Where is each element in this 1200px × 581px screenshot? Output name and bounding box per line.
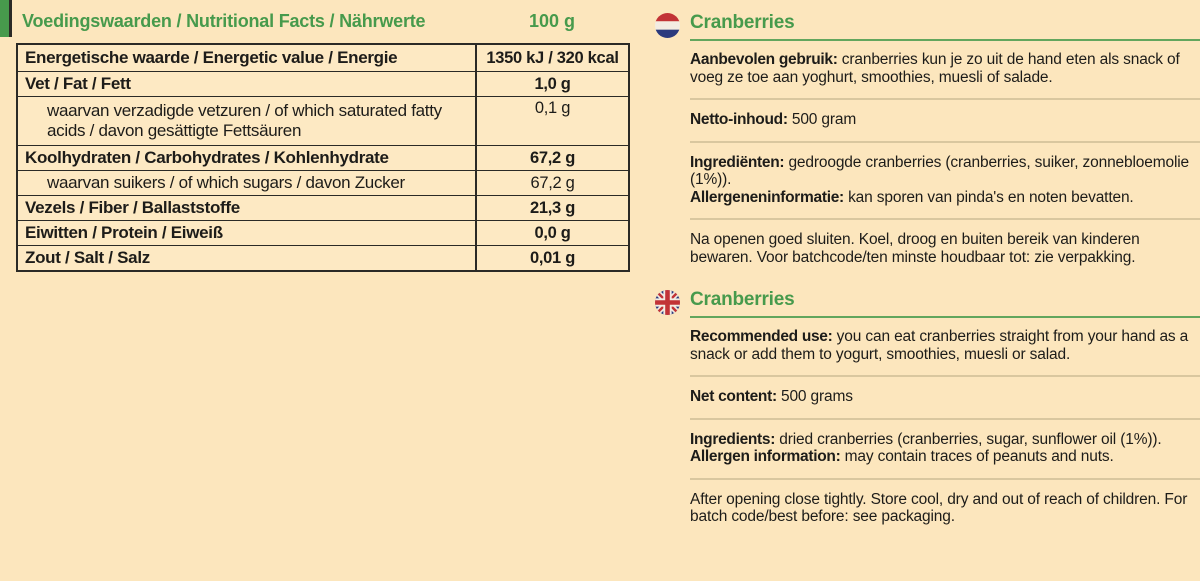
nutrition-label: Eiwitten / Protein / Eiweiß: [25, 223, 223, 242]
ingredients-text-en: dried cranberries (cranberries, sugar, s…: [779, 430, 1162, 448]
product-heading-en: Cranberries: [690, 289, 795, 310]
section-divider: [690, 477, 1200, 480]
product-heading-nl: Cranberries: [690, 12, 795, 33]
table-row-carbohydrates: Koolhydraten / Carbohydrates / Kohlenhyd…: [18, 145, 628, 170]
nutrition-value: 67,2 g: [475, 146, 628, 170]
allergen-info-nl: Allergeneninformatie: kan sporen van pin…: [690, 189, 1200, 207]
allergen-label-nl: Allergeneninformatie:: [690, 188, 844, 206]
heading-underline: [690, 316, 1200, 318]
nutrition-table-title: Voedingswaarden / Nutritional Facts / Nä…: [22, 11, 426, 31]
netherlands-flag-icon: [655, 13, 680, 38]
section-divider: [690, 417, 1200, 420]
allergen-label-en: Allergen information:: [690, 448, 841, 465]
recommended-use-en: Recommended use: you can eat cranberries…: [690, 328, 1200, 363]
nutrition-table: Energetische waarde / Energetic value / …: [16, 43, 630, 272]
table-row-saturated-fat: waarvan verzadigde vetzuren / of which s…: [18, 96, 628, 145]
ingredients-block-en: Ingredients: dried cranberries (cranberr…: [690, 431, 1200, 466]
storage-instructions-nl: Na openen goed sluiten. Koel, droog en b…: [690, 231, 1140, 266]
table-row-energy: Energetische waarde / Energetic value / …: [18, 45, 628, 71]
ingredients-block-nl: Ingrediënten: gedroogde cranberries (cra…: [690, 154, 1200, 207]
cutoff-green-edge-mark: [0, 0, 12, 37]
net-content-nl: Netto-inhoud: 500 gram: [690, 111, 1200, 129]
nutrition-value: 1,0 g: [475, 72, 628, 96]
nutrition-value: 0,1 g: [475, 97, 628, 145]
section-divider: [690, 375, 1200, 377]
nutrition-label: Koolhydraten / Carbohydrates / Kohlenhyd…: [25, 148, 389, 167]
ingredients-label-en: Ingredients:: [690, 430, 776, 448]
recommended-use-label-nl: Aanbevolen gebruik:: [690, 51, 838, 68]
nutrition-label: waarvan verzadigde vetzuren / of which s…: [47, 101, 442, 140]
nutrition-label: Energetische waarde / Energetic value / …: [25, 48, 398, 67]
section-dutch: Cranberries Aanbevolen gebruik: cranberr…: [655, 10, 1200, 278]
section-divider: [690, 140, 1200, 143]
nutrition-label: Vezels / Fiber / Ballaststoffe: [25, 198, 240, 217]
nutrition-label: waarvan suikers / of which sugars / davo…: [47, 173, 405, 192]
table-row-fiber: Vezels / Fiber / Ballaststoffe 21,3 g: [18, 195, 628, 220]
storage-instructions-en: After opening close tightly. Store cool,…: [690, 490, 1188, 526]
nutrition-value: 67,2 g: [475, 171, 628, 195]
section-english: Cranberries Recommended use: you can eat…: [655, 287, 1200, 538]
recommended-use-nl: Aanbevolen gebruik: cranberries kun je z…: [690, 51, 1200, 86]
nutrition-value: 0,0 g: [475, 221, 628, 245]
allergen-info-en: Allergen information: may contain traces…: [690, 448, 1200, 466]
nutrition-label: Zout / Salt / Salz: [25, 248, 150, 267]
section-divider: [690, 98, 1200, 100]
recommended-use-text-nl: cranberries kun je zo uit de hand eten a…: [690, 51, 1180, 86]
ingredients-en: Ingredients: dried cranberries (cranberr…: [690, 431, 1200, 449]
ingredients-text-nl: gedroogde cranberries (cranberries, suik…: [690, 153, 1190, 189]
net-content-en: Net content: 500 grams: [690, 388, 1200, 406]
net-content-value-nl: 500 gram: [791, 111, 857, 128]
table-row-fat: Vet / Fat / Fett 1,0 g: [18, 71, 628, 96]
table-row-protein: Eiwitten / Protein / Eiweiß 0,0 g: [18, 220, 628, 245]
ingredients-nl: Ingrediënten: gedroogde cranberries (cra…: [690, 154, 1200, 189]
recommended-use-label-en: Recommended use:: [690, 328, 833, 345]
ingredients-label-nl: Ingrediënten:: [690, 153, 785, 171]
section-divider: [690, 218, 1200, 220]
recommended-use-text-en: you can eat cranberries straight from yo…: [690, 328, 1189, 363]
net-content-value-en: 500 grams: [780, 388, 853, 405]
nutrition-value: 0,01 g: [475, 246, 628, 270]
allergen-text-en: may contain traces of peanuts and nuts.: [844, 448, 1114, 465]
nutrition-value: 1350 kJ / 320 kcal: [475, 45, 628, 71]
nutrition-amount-header: 100 g: [528, 11, 576, 31]
table-row-sugars: waarvan suikers / of which sugars / davo…: [18, 170, 628, 195]
allergen-text-nl: kan sporen van pinda's en noten bevatten…: [848, 188, 1134, 206]
heading-underline: [690, 39, 1200, 41]
net-content-label-en: Net content:: [690, 388, 777, 405]
net-content-label-nl: Netto-inhoud:: [690, 111, 788, 128]
table-row-salt: Zout / Salt / Salz 0,01 g: [18, 245, 628, 270]
nutrition-label: Vet / Fat / Fett: [25, 74, 131, 93]
nutrition-value: 21,3 g: [475, 196, 628, 220]
uk-flag-icon: [655, 290, 680, 315]
